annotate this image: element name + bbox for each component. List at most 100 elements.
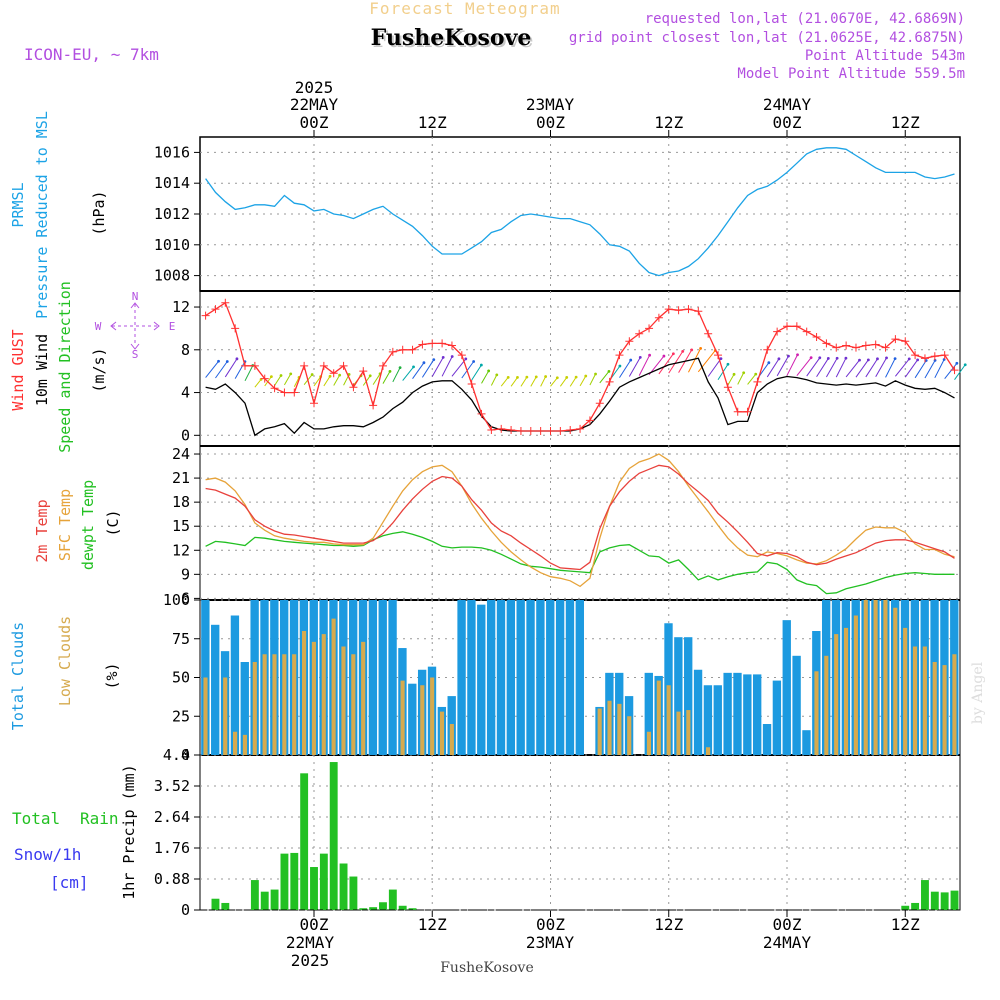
- wind-gust-marker: [940, 351, 949, 360]
- wind-arrow-head: [907, 357, 911, 361]
- wind-direction-arrow: [747, 373, 757, 385]
- wind-direction-arrow: [865, 358, 878, 378]
- wind-arrow-head: [826, 357, 830, 360]
- wind-arrow-head: [450, 355, 454, 358]
- total-cloud-bar: [713, 685, 722, 755]
- low-cloud-bar: [292, 654, 297, 755]
- wind-arrow-head: [594, 372, 597, 376]
- wind-gust-marker: [250, 361, 259, 370]
- pressure-line: [205, 147, 955, 277]
- wind-direction-arrow: [825, 358, 838, 378]
- wind-arrow-head: [565, 376, 569, 379]
- wind-gust-marker: [221, 298, 230, 307]
- wind-arrow-head: [671, 352, 675, 356]
- total-cloud-bar: [496, 600, 506, 755]
- wind-direction-arrow: [372, 373, 381, 385]
- pressure-ytick-label: 1012: [154, 205, 190, 223]
- clouds-ytick-label: 100: [163, 591, 190, 609]
- top-time-label: 12Z: [418, 113, 447, 132]
- low-cloud-bar: [656, 680, 661, 755]
- temperature-ytick-label: 18: [172, 493, 190, 511]
- bottom-year-label: 2025: [291, 951, 330, 970]
- wind-gust-marker: [802, 327, 811, 336]
- wind-direction-arrow: [362, 375, 371, 386]
- total-cloud-bar: [733, 672, 742, 755]
- wind-dir-label: Speed and Direction: [56, 281, 74, 453]
- wind-arrow-head: [963, 363, 967, 367]
- wind-arrow-head: [618, 364, 622, 368]
- low-cloud-bar: [341, 646, 346, 755]
- wind-arrow-head: [777, 357, 781, 361]
- total-cloud-bar: [703, 685, 713, 755]
- total-cloud-bar: [684, 637, 693, 755]
- wind-direction-arrow: [924, 360, 936, 379]
- total-cloud-bar: [408, 683, 417, 755]
- wind-arrow-head: [525, 375, 529, 379]
- total-cloud-bar: [575, 600, 584, 755]
- location-title: FusheKosove: [371, 25, 532, 51]
- wind-direction-arrow: [550, 377, 558, 387]
- wind-arrow-head: [629, 358, 633, 362]
- wind-gust-marker: [526, 427, 535, 436]
- total-cloud-bar: [388, 600, 397, 755]
- low-cloud-bar: [439, 711, 445, 755]
- wind-direction-arrow: [530, 376, 537, 387]
- low-cloud-bar: [676, 711, 681, 755]
- low-cloud-bar: [893, 607, 898, 755]
- wind-speed-line: [205, 357, 955, 437]
- wind-gust-marker: [585, 416, 594, 425]
- wind-direction-arrow: [885, 358, 896, 378]
- low-cloud-bar: [223, 677, 228, 755]
- wind-gust-marker: [625, 337, 634, 346]
- low-cloud-bar: [873, 600, 878, 755]
- rain-bar: [280, 853, 289, 910]
- wind-arrow-head: [796, 353, 799, 357]
- wind-arrow-head: [787, 354, 790, 358]
- wind-gust-marker: [447, 341, 456, 350]
- pressure-ytick-label: 1008: [154, 267, 190, 285]
- compass-icon: N S W E: [95, 290, 176, 361]
- wind-gust-line: [205, 301, 956, 432]
- temperature-ytick-label: 12: [172, 541, 190, 559]
- wind-arrow-head: [662, 354, 666, 358]
- clouds-ytick-label: 0: [181, 746, 190, 764]
- total-cloud-bar: [743, 674, 752, 755]
- wind-gust-marker: [546, 427, 555, 436]
- wind-gust-marker: [615, 351, 624, 360]
- wind-gust-marker: [723, 383, 732, 392]
- low-cloud-bar: [242, 734, 247, 755]
- wind-arrow-head: [217, 359, 220, 363]
- closest-coords: grid point closest lon,lat (21.0625E, 42…: [569, 30, 965, 46]
- wind-arrow-head: [422, 361, 426, 365]
- requested-coords: requested lon,lat (21.0670E, 42.6869N): [645, 11, 965, 27]
- temp-unit: (C): [104, 509, 122, 536]
- wind-gust-marker: [950, 366, 959, 375]
- low-cloud-bar: [607, 700, 612, 755]
- low-clouds-label: Low Clouds: [56, 616, 74, 706]
- low-cloud-bar: [863, 600, 868, 755]
- wind-gust-marker: [792, 322, 801, 331]
- snow-unit: [cm]: [50, 873, 89, 892]
- wind-gust-marker: [477, 409, 486, 418]
- pressure-label-prmsl: PRMSL: [9, 182, 27, 227]
- wind-direction-arrow: [244, 365, 254, 382]
- total-cloud-bar: [486, 600, 496, 755]
- rain-bar: [359, 908, 368, 910]
- rain-bar: [901, 905, 910, 910]
- low-cloud-bar: [420, 685, 425, 755]
- wind-direction-arrow: [658, 353, 674, 375]
- top-time-label: 00Z: [300, 113, 329, 132]
- low-cloud-bar: [430, 677, 435, 755]
- wind-arrow-head: [534, 375, 538, 379]
- wind-arrow-head: [432, 358, 436, 362]
- wind-gust-label: Wind GUST: [9, 329, 27, 410]
- wind-arrow-head: [648, 353, 652, 357]
- subtitle: Forecast Meteogram: [369, 0, 560, 18]
- wind-gust-marker: [871, 340, 880, 349]
- total-cloud-bar: [565, 600, 575, 755]
- bottom-day-label-2: 23MAY: [526, 933, 575, 952]
- wind-gust-marker: [457, 351, 466, 360]
- low-cloud-bar: [449, 724, 454, 755]
- wind-gust-marker: [605, 377, 614, 386]
- wind-gust-marker: [398, 345, 407, 354]
